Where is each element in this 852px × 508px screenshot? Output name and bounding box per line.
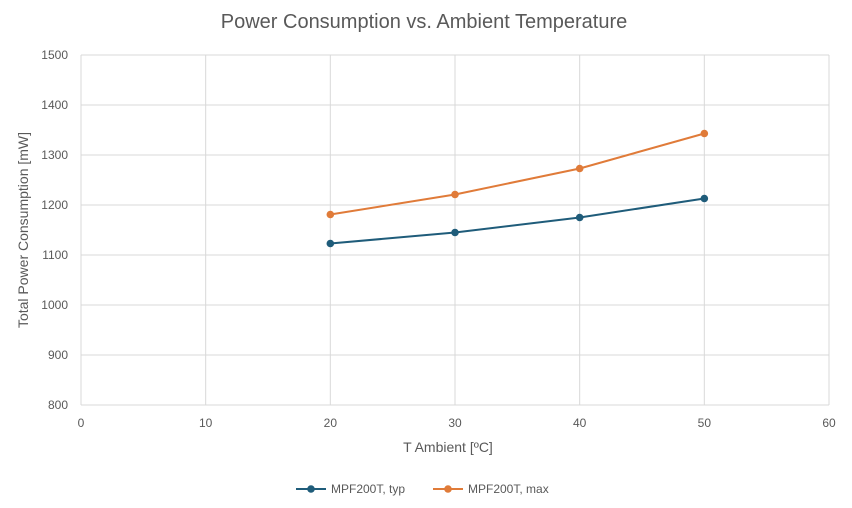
chart-title: Power Consumption vs. Ambient Temperatur… (221, 11, 628, 33)
x-tick-label-0: 0 (78, 416, 85, 430)
x-tick-label-40: 40 (573, 416, 587, 430)
y-axis-title: Total Power Consumption [mW] (15, 132, 31, 328)
y-tick-label-1400: 1400 (41, 98, 68, 112)
y-tick-label-1200: 1200 (41, 198, 68, 212)
series-line-1 (330, 132, 705, 216)
legend-label-0: MPF200T, typ (331, 482, 405, 496)
x-tick-label-30: 30 (448, 416, 462, 430)
legend-item-1: MPF200T, max (433, 482, 549, 496)
x-tick-label-50: 50 (698, 416, 712, 430)
data-point-s0-50 (700, 194, 709, 203)
data-point-s0-20 (326, 239, 335, 248)
x-tick-label-60: 60 (822, 416, 836, 430)
data-point-s0-30 (451, 228, 459, 237)
data-point-s0-40 (575, 213, 584, 222)
grid-layer (80, 54, 830, 406)
x-tick-label-10: 10 (199, 416, 213, 430)
y-tick-label-1500: 1500 (41, 48, 68, 62)
series-line-0 (330, 197, 705, 245)
legend-label-1: MPF200T, max (468, 482, 549, 496)
y-tick-label-800: 800 (48, 398, 68, 412)
x-axis-title: T Ambient [ºC] (403, 439, 493, 455)
data-point-s1-30 (451, 190, 459, 199)
x-tick-label-20: 20 (324, 416, 338, 430)
y-tick-label-1000: 1000 (41, 298, 68, 312)
data-point-s1-50 (700, 129, 709, 138)
legend: MPF200T, typ MPF200T, max (296, 482, 549, 496)
legend-item-0: MPF200T, typ (296, 482, 405, 496)
y-tick-label-1100: 1100 (42, 248, 68, 262)
series-layer (326, 129, 709, 248)
data-point-s1-40 (575, 164, 584, 173)
legend-swatch-marker-0 (307, 485, 315, 493)
y-tick-label-1300: 1300 (41, 148, 68, 162)
legend-swatch-marker-1 (444, 485, 452, 493)
x-axis-ticks: 0 10 20 30 40 50 60 (78, 416, 836, 430)
y-axis-ticks: 800 900 1000 1100 1200 1300 1400 1500 (41, 48, 68, 412)
data-point-s1-20 (326, 210, 335, 219)
y-tick-label-900: 900 (48, 348, 68, 362)
